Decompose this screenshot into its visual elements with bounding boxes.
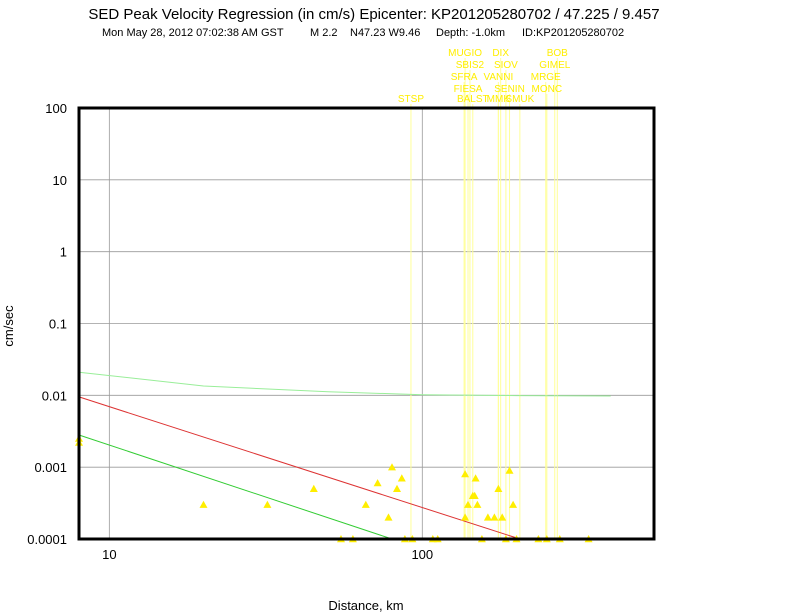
station-label: MMK xyxy=(487,94,511,105)
data-point xyxy=(490,513,499,521)
subtitle-depth: Depth: -1.0km xyxy=(436,27,505,39)
data-point xyxy=(471,474,480,482)
y-tick-label: 1 xyxy=(60,245,67,260)
chart-title: SED Peak Velocity Regression (in cm/s) E… xyxy=(88,6,659,23)
subtitle-date: Mon May 28, 2012 07:02:38 AM GST xyxy=(102,27,284,39)
subtitle-location: N47.23 W9.46 xyxy=(350,27,420,39)
chart-grid xyxy=(79,107,654,540)
chart-subtitle: Mon May 28, 2012 07:02:38 AM GST M 2.2 N… xyxy=(102,27,624,39)
data-point xyxy=(509,500,518,508)
data-point xyxy=(461,513,470,521)
x-tick-label: 10 xyxy=(102,547,116,562)
station-label: BALST xyxy=(457,94,489,105)
regression-line xyxy=(78,434,393,540)
y-tick-label: 10 xyxy=(53,173,67,188)
data-point xyxy=(483,513,492,521)
data-point xyxy=(397,474,406,482)
station-label: MUGIO xyxy=(448,48,482,59)
data-points xyxy=(75,434,593,543)
station-label: SBIS2 xyxy=(456,60,485,71)
subtitle-id: ID:KP201205280702 xyxy=(522,27,624,39)
station-label: DIX xyxy=(492,48,509,59)
data-point xyxy=(505,466,514,474)
y-tick-label: 0.01 xyxy=(42,388,67,403)
data-point xyxy=(393,484,401,492)
data-point xyxy=(473,500,482,508)
plot-frame xyxy=(77,106,656,541)
y-tick-label: 100 xyxy=(45,101,67,116)
data-point xyxy=(361,500,370,508)
station-label: MRGE xyxy=(531,72,561,83)
x-axis-label: Distance, km xyxy=(328,598,403,612)
data-point xyxy=(384,513,393,521)
station-label: MONC xyxy=(532,84,563,95)
data-point xyxy=(309,484,318,492)
data-point xyxy=(199,500,208,508)
y-tick-label: 0.001 xyxy=(34,460,67,475)
data-point xyxy=(498,513,507,521)
station-label: BOB xyxy=(547,48,568,59)
station-label: VANNI xyxy=(483,72,513,83)
data-point xyxy=(373,479,382,487)
station-label: FIESA xyxy=(454,84,483,95)
station-label: SIOV xyxy=(494,60,518,71)
regression-lines xyxy=(78,371,611,540)
station-label: SFRA xyxy=(451,72,478,83)
station-label: GIMEL xyxy=(539,60,571,71)
y-tick-label: 0.0001 xyxy=(27,532,67,547)
data-point xyxy=(461,470,470,478)
data-point xyxy=(464,500,472,508)
station-label: STSP xyxy=(398,94,424,105)
data-point xyxy=(494,484,503,492)
station-labels: MUGIO DIX BOB SBIS2 SIOV GIMEL SFRA VANNI MRGE FI… xyxy=(398,48,571,105)
station-lines xyxy=(410,58,558,539)
x-tick-label: 100 xyxy=(411,547,433,562)
y-axis-label: cm/sec xyxy=(1,305,16,347)
regression-line xyxy=(78,371,611,397)
data-point xyxy=(470,491,479,499)
y-tick-label: 0.1 xyxy=(49,317,67,332)
subtitle-magnitude: M 2.2 xyxy=(310,27,338,39)
station-label: SENIN xyxy=(494,84,525,95)
station-label: SMUK xyxy=(505,94,534,105)
x-tick-labels: 10 100 xyxy=(102,547,433,562)
data-point xyxy=(263,500,272,508)
data-point xyxy=(388,463,396,471)
regression-line xyxy=(78,396,521,540)
y-tick-labels: 0.0001 0.001 0.01 0.1 1 10 100 xyxy=(27,101,67,547)
